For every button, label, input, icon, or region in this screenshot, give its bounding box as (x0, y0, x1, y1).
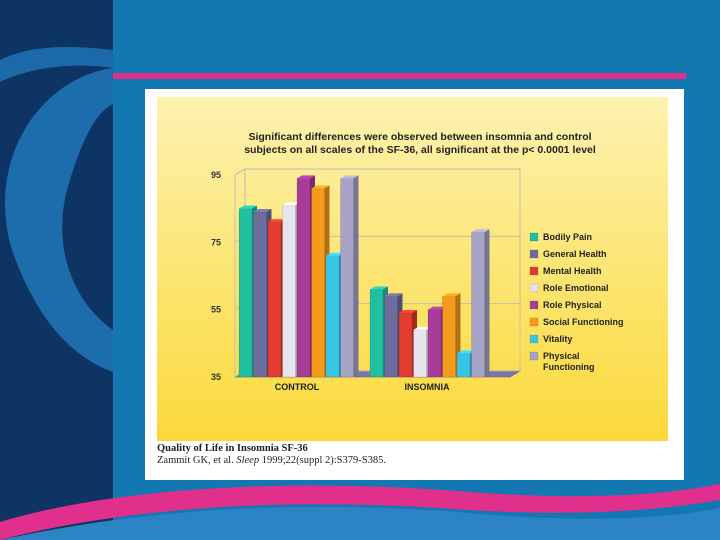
bar (456, 353, 471, 378)
legend-swatch (529, 249, 539, 259)
title-accent-line (113, 73, 686, 79)
bar (427, 309, 442, 378)
bar (311, 188, 325, 378)
bar-top-face (311, 185, 330, 189)
x-category-label: INSOMNIA (405, 382, 451, 392)
legend-swatch (529, 266, 539, 276)
bar (282, 205, 296, 378)
y-tick-label: 35 (211, 372, 221, 382)
bar-top-face (239, 205, 257, 209)
bar (238, 208, 253, 378)
citation-journal: Sleep (236, 455, 260, 466)
bar-top-face (471, 229, 490, 233)
legend-label: Physical (543, 351, 580, 361)
legend-label: Bodily Pain (543, 232, 592, 242)
legend-label: Mental Health (543, 266, 602, 276)
bottom-wave-decoration (0, 484, 720, 540)
figure-caption-title: Quality of Life in Insomnia SF-36 (157, 443, 308, 454)
citation-details: 1999;22(suppl 2):S379-S385. (261, 455, 386, 466)
bar (253, 211, 267, 378)
x-category-label: CONTROL (275, 382, 320, 392)
y-tick-label: 75 (211, 237, 221, 247)
bar (471, 232, 485, 378)
legend-label: Role Physical (543, 300, 602, 310)
decorative-swoosh (83, 104, 113, 312)
bar (267, 221, 282, 378)
legend-swatch (529, 300, 539, 310)
bar-side-face (484, 229, 490, 377)
legend-swatch (529, 232, 539, 242)
legend-label: Functioning (543, 362, 595, 372)
bar-top-face (428, 306, 446, 310)
bar (296, 178, 311, 378)
bar-top-face (340, 175, 359, 179)
bar (398, 312, 413, 378)
gridline (234, 168, 246, 176)
figure-caption-citation: Zammit GK, et al. Sleep 1999;22(suppl 2)… (157, 455, 386, 466)
decorative-swoosh (5, 68, 113, 372)
legend-label: Vitality (543, 334, 572, 344)
bar-side-face (353, 175, 359, 377)
chart-title-line-2: subjects on all scales of the SF-36, all… (244, 144, 596, 156)
bar-top-face (370, 286, 388, 290)
bar-top-face (457, 350, 475, 354)
bar-top-face (268, 219, 286, 223)
bar-top-face (442, 293, 461, 297)
bar-top-face (399, 310, 417, 314)
bar (369, 289, 384, 378)
bar (325, 255, 340, 378)
chart-figure: Significant differences were observed be… (145, 89, 684, 480)
legend-swatch (529, 283, 539, 293)
bar (442, 295, 456, 378)
bar-top-face (282, 202, 301, 206)
decorative-swoosh (0, 47, 113, 82)
citation-authors: Zammit GK, et al. (157, 455, 234, 466)
bar (413, 329, 427, 378)
bar-top-face (413, 326, 432, 330)
bar-chart: Significant differences were observed be… (157, 97, 668, 441)
legend-swatch (529, 334, 539, 344)
legend-swatch (529, 351, 539, 361)
y-tick-label: 95 (211, 170, 221, 180)
bar-top-face (384, 293, 403, 297)
bar-top-face (253, 209, 272, 213)
bar (340, 178, 354, 378)
bar-top-face (297, 175, 315, 179)
bar-top-face (326, 252, 344, 256)
y-tick-label: 55 (211, 305, 221, 315)
legend-swatch (529, 317, 539, 327)
legend-label: General Health (543, 249, 607, 259)
legend-label: Social Functioning (543, 317, 624, 327)
bottom-wave-decoration (0, 506, 720, 540)
bar (384, 295, 398, 378)
legend-label: Role Emotional (543, 283, 609, 293)
chart-title-line-1: Significant differences were observed be… (248, 131, 591, 143)
